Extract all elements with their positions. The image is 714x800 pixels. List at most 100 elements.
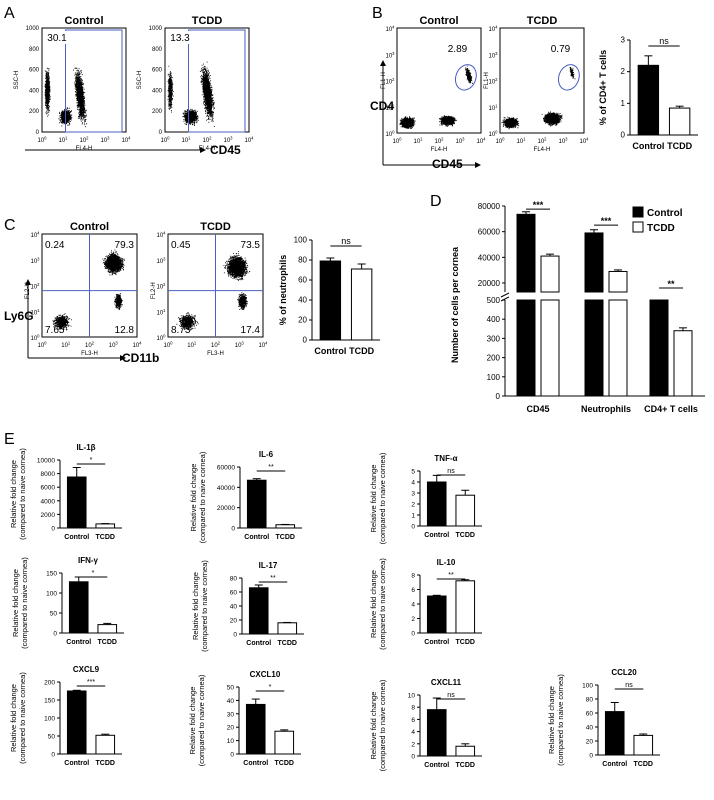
quadrant-value: 7.65 bbox=[45, 325, 65, 336]
tick-label: 104 bbox=[132, 341, 142, 349]
y-axis-label: (compared to naive cornea) bbox=[378, 679, 387, 771]
y-tick-label: 8 bbox=[411, 705, 415, 712]
plot-title: TCDD bbox=[192, 15, 223, 27]
y-axis-label: Relative fold change bbox=[369, 570, 378, 638]
y-tick-label: 150 bbox=[44, 698, 55, 705]
y-tick-label: 4 bbox=[411, 480, 415, 487]
x-axis-label: FL3-H bbox=[81, 351, 98, 357]
y-tick-label: 80000 bbox=[478, 202, 501, 211]
y-tick-label: 6000 bbox=[41, 485, 56, 492]
tick-label: 104 bbox=[488, 25, 498, 33]
arrow-head bbox=[120, 355, 126, 361]
tick-label: 103 bbox=[109, 341, 119, 349]
y-tick-label: 3 bbox=[621, 36, 626, 45]
scatter-points bbox=[569, 67, 576, 80]
x-tick-label: TCDD bbox=[667, 141, 692, 151]
tick-label: 104 bbox=[30, 231, 40, 239]
x-tick-label: Control bbox=[424, 639, 449, 646]
y-tick-label: 600 bbox=[29, 68, 40, 74]
y-axis-label: (compared to naive cornea) bbox=[197, 674, 206, 766]
significance-label: ns bbox=[341, 236, 351, 246]
y-tick-label: 20 bbox=[230, 618, 238, 625]
arrow-head bbox=[200, 147, 206, 153]
y-tick-label: 0 bbox=[411, 631, 415, 638]
x-tick-label: Control bbox=[64, 534, 89, 541]
y-axis-label: (compared to naive cornea) bbox=[18, 672, 27, 764]
bar-control bbox=[604, 711, 625, 756]
scatter-points bbox=[73, 67, 88, 128]
marker-label: Ly6G bbox=[4, 309, 34, 323]
bar-control bbox=[245, 703, 266, 755]
tick-label: 103 bbox=[223, 136, 233, 144]
y-tick-label: 0 bbox=[51, 752, 55, 759]
y-tick-label: 1 bbox=[411, 513, 415, 520]
legend-swatch-control bbox=[632, 206, 644, 218]
tick-label: 102 bbox=[79, 136, 89, 144]
significance-label: ns bbox=[659, 36, 669, 46]
y-tick-label: 4 bbox=[411, 729, 415, 736]
y-tick-label: 0 bbox=[589, 753, 593, 760]
y-tick-label: 0 bbox=[233, 632, 237, 639]
y-axis-label: % of CD4+ T cells bbox=[598, 50, 608, 125]
y-tick-label: 100 bbox=[46, 591, 57, 598]
x-tick-label: TCDD bbox=[456, 532, 475, 539]
tick-label: 101 bbox=[385, 103, 395, 111]
chart-title: CXCL11 bbox=[431, 678, 462, 687]
scatter-points bbox=[199, 61, 215, 127]
plot-title: TCDD bbox=[200, 221, 231, 233]
bar-control bbox=[68, 581, 89, 634]
gate-value: 13.3 bbox=[170, 33, 190, 44]
x-axis-label: FL4-H bbox=[534, 147, 551, 153]
tick-label: 100 bbox=[160, 136, 170, 144]
tick-label: 100 bbox=[156, 334, 166, 342]
x-tick-label: Control bbox=[314, 346, 346, 356]
tick-label: 102 bbox=[30, 282, 40, 290]
y-axis-label: Relative fold change bbox=[191, 572, 200, 640]
y-axis-label: Relative fold change bbox=[369, 465, 378, 533]
tick-label: 100 bbox=[37, 136, 47, 144]
chart-title: IL-6 bbox=[259, 450, 274, 459]
legend-label: Control bbox=[647, 208, 683, 219]
y-tick-label: 8000 bbox=[41, 471, 56, 478]
y-tick-label: 10 bbox=[227, 738, 235, 745]
flow-plot-c-0 bbox=[41, 233, 138, 338]
significance-label: ** bbox=[448, 572, 454, 579]
bar-chart-CXCL9: 0 50 100 150 200 Control TCDD *** CXCL9 Relative … bbox=[9, 665, 122, 767]
tick-label: 100 bbox=[163, 341, 173, 349]
x-tick-label: Control bbox=[66, 639, 91, 646]
scatter-points bbox=[102, 249, 125, 276]
tick-label: 100 bbox=[495, 137, 505, 145]
tick-label: 102 bbox=[488, 77, 498, 85]
plot-frame bbox=[499, 27, 585, 134]
bar-tcdd bbox=[274, 730, 295, 755]
significance-label: *** bbox=[601, 216, 612, 226]
bar-chart-B-bar: 0 1 2 3 Control TCDD ns % of CD4+ T cells bbox=[598, 36, 698, 151]
y-tick-label: 0 bbox=[303, 336, 308, 345]
tick-label: 104 bbox=[385, 25, 395, 33]
tick-label: 101 bbox=[58, 136, 68, 144]
x-tick-label: Control bbox=[244, 534, 269, 541]
scatter-points bbox=[465, 65, 473, 84]
y-axis-label: FL1-H bbox=[381, 72, 387, 89]
y-tick-label: 20 bbox=[298, 316, 307, 325]
panel-letter: B bbox=[372, 5, 383, 22]
scatter-points bbox=[439, 115, 457, 127]
gate-value: 2.89 bbox=[448, 44, 468, 55]
gate-value: 30.1 bbox=[47, 33, 67, 44]
y-tick-label: 0 bbox=[36, 130, 40, 136]
x-tick-label: TCDD bbox=[276, 534, 295, 541]
y-tick-label: 100 bbox=[294, 236, 308, 245]
tick-label: 103 bbox=[558, 137, 568, 145]
y-tick-label: 4000 bbox=[41, 498, 56, 505]
y-tick-label: 100 bbox=[582, 683, 593, 690]
significance-label: ns bbox=[625, 682, 633, 689]
y-tick-label: 60 bbox=[586, 711, 594, 718]
significance-label: * bbox=[90, 457, 93, 464]
bar-tcdd bbox=[95, 523, 116, 529]
plot-title: Control bbox=[64, 15, 103, 27]
y-axis-label: (compared to naive cornea) bbox=[378, 558, 387, 650]
bar-tcdd bbox=[277, 622, 298, 635]
x-tick-label: TCDD bbox=[278, 640, 297, 647]
quadrant-value: 0.45 bbox=[171, 240, 191, 251]
